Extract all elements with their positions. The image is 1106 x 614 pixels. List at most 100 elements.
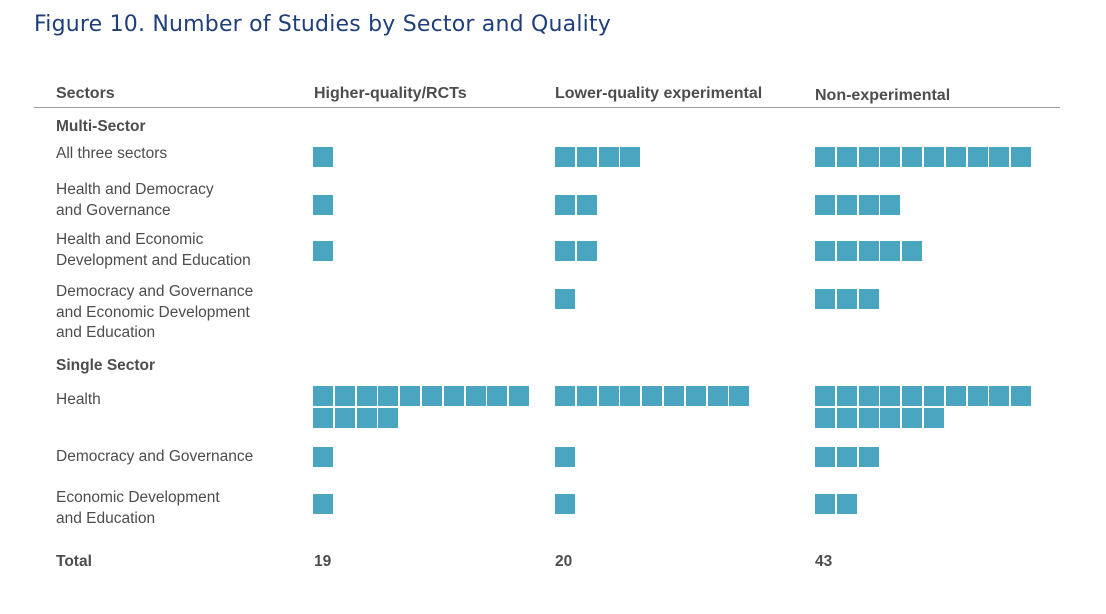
study-square	[465, 386, 486, 406]
study-square	[836, 447, 857, 467]
study-square	[313, 386, 333, 406]
study-square	[555, 195, 575, 215]
study-square	[815, 407, 835, 428]
total-higher-quality: 19	[314, 553, 332, 570]
row-label-ede: Economic Development and Education	[56, 489, 220, 527]
study-square	[620, 147, 641, 167]
header-lower-quality: Lower-quality experimental	[555, 85, 763, 102]
study-square	[356, 386, 377, 406]
study-square	[880, 386, 901, 406]
study-square	[945, 147, 966, 167]
study-square	[858, 241, 879, 261]
total-lower-quality: 20	[555, 553, 573, 570]
study-square	[729, 386, 750, 406]
study-square	[858, 447, 879, 467]
study-square	[902, 407, 923, 428]
study-square	[555, 386, 575, 406]
study-square	[902, 386, 923, 406]
header-higher-quality: Higher-quality/RCTs	[314, 85, 467, 102]
study-square	[378, 407, 399, 428]
study-square	[858, 195, 879, 215]
study-square	[880, 147, 901, 167]
study-square	[858, 386, 879, 406]
study-square	[924, 407, 944, 428]
header-sectors: Sectors	[56, 85, 115, 102]
study-square	[313, 407, 333, 428]
study-square	[685, 386, 706, 406]
study-square	[509, 386, 530, 406]
study-square	[576, 195, 597, 215]
study-square	[576, 147, 597, 167]
study-square	[815, 494, 835, 514]
study-square	[664, 386, 684, 406]
study-square	[880, 241, 901, 261]
study-square	[555, 289, 575, 309]
study-square	[313, 241, 333, 261]
study-square	[880, 195, 901, 215]
row-label-all-three: All three sectors	[56, 145, 168, 162]
study-square	[858, 407, 879, 428]
header-rule	[34, 107, 1060, 108]
study-square	[555, 241, 575, 261]
study-square	[313, 195, 333, 215]
study-square	[313, 447, 333, 467]
study-square	[989, 147, 1010, 167]
study-square	[815, 289, 835, 309]
study-square	[836, 386, 857, 406]
study-square	[836, 289, 857, 309]
study-square	[836, 494, 857, 514]
study-square	[620, 386, 641, 406]
study-square	[924, 386, 944, 406]
study-square	[598, 386, 619, 406]
study-square	[378, 386, 399, 406]
study-square	[443, 386, 464, 406]
row-label-health: Health	[56, 391, 101, 408]
study-square	[707, 386, 728, 406]
study-square	[313, 147, 333, 167]
study-square	[880, 407, 901, 428]
study-square	[815, 195, 835, 215]
row-label-health-dg: Health and Democracy and Governance	[56, 181, 214, 219]
study-square	[836, 195, 857, 215]
group-label-multi-sector: Multi-Sector	[56, 118, 146, 135]
study-square	[334, 386, 355, 406]
study-square	[576, 386, 597, 406]
row-label-dg: Democracy and Governance	[56, 448, 254, 465]
study-square	[555, 494, 575, 514]
study-square	[576, 241, 597, 261]
study-square	[555, 147, 575, 167]
study-square	[334, 407, 355, 428]
study-square	[858, 289, 879, 309]
study-square	[815, 241, 835, 261]
row-label-dg-ede: Democracy and Governance and Economic De…	[56, 283, 254, 341]
study-square	[1011, 386, 1032, 406]
study-square	[422, 386, 442, 406]
study-square	[400, 386, 421, 406]
study-square	[902, 241, 923, 261]
study-square	[924, 147, 944, 167]
total-label: Total	[56, 553, 92, 570]
study-square	[902, 147, 923, 167]
study-square	[945, 386, 966, 406]
study-square	[815, 447, 835, 467]
study-square	[815, 147, 835, 167]
study-square	[313, 494, 333, 514]
study-square	[598, 147, 619, 167]
study-square	[815, 386, 835, 406]
study-square	[642, 386, 663, 406]
study-square	[487, 386, 508, 406]
study-square	[989, 386, 1010, 406]
study-square	[1011, 147, 1032, 167]
study-square	[356, 407, 377, 428]
study-square	[836, 407, 857, 428]
study-square	[967, 386, 988, 406]
study-square	[858, 147, 879, 167]
study-square	[836, 241, 857, 261]
group-label-single-sector: Single Sector	[56, 357, 156, 374]
study-square	[967, 147, 988, 167]
total-non-experimental: 43	[815, 553, 833, 570]
study-square	[555, 447, 575, 467]
header-non-experimental: Non-experimental	[815, 87, 951, 104]
study-square	[836, 147, 857, 167]
